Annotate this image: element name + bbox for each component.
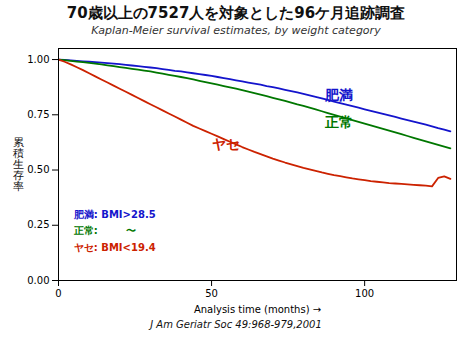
svg-text:正常: 〜: 正常: 〜 bbox=[73, 225, 136, 236]
svg-text:0.75: 0.75 bbox=[27, 109, 49, 120]
svg-text:正常: 正常 bbox=[324, 114, 353, 130]
svg-text:肥満: 肥満 bbox=[324, 87, 353, 103]
svg-text:1.00: 1.00 bbox=[27, 54, 49, 65]
svg-text:ヤセ: ヤセ bbox=[212, 136, 240, 152]
html-text:Kaplan-Meier survival estimate: Kaplan-Meier survival estimates, by weig… bbox=[91, 24, 381, 37]
svg-text:100: 100 bbox=[355, 288, 374, 299]
svg-text:0.00: 0.00 bbox=[27, 275, 49, 286]
svg-text:累積生存率: 累積生存率 bbox=[13, 136, 24, 193]
svg-text:0.25: 0.25 bbox=[27, 219, 49, 230]
html-text:J Am Geriatr Soc 49:968-979,20: J Am Geriatr Soc 49:968-979,2001 bbox=[150, 319, 322, 330]
svg-text:0: 0 bbox=[55, 288, 61, 299]
svg-text:50: 50 bbox=[205, 288, 218, 299]
svg-text:肥満: BMI>28.5: 肥満: BMI>28.5 bbox=[73, 209, 156, 220]
svg-text:0.50: 0.50 bbox=[27, 164, 49, 175]
svg-text:Analysis time (months) →: Analysis time (months) → bbox=[194, 304, 321, 315]
svg-text:ヤセ: BMI<19.4: ヤセ: BMI<19.4 bbox=[74, 242, 156, 253]
html-text:70歳以上の7527人を対象とした96ケ月追跡調査: 70歳以上の7527人を対象とした96ケ月追跡調査 bbox=[66, 4, 406, 22]
